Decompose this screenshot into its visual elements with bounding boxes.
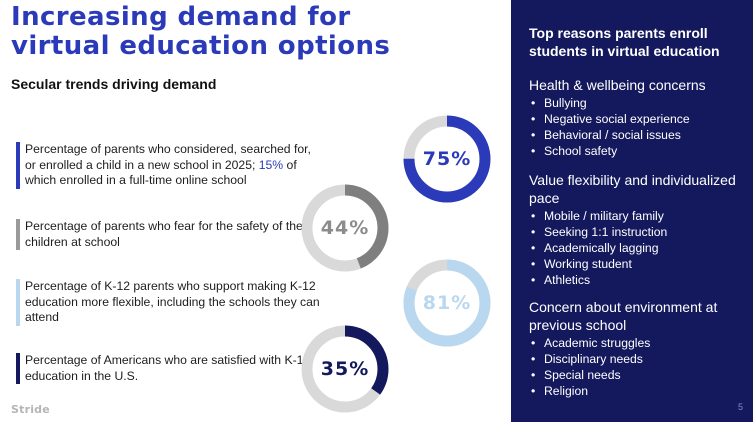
reason-group: Health & wellbeing concerns Bullying Neg… (529, 76, 753, 159)
list-item: Academically lagging (529, 240, 753, 256)
stat-item: Percentage of K-12 parents who support m… (16, 279, 325, 326)
reason-group: Value flexibility and individualized pac… (529, 171, 753, 288)
stat-item: Percentage of parents who fear for the s… (16, 219, 325, 250)
donut-value-arc (301, 184, 389, 272)
donut-value-arc (403, 115, 491, 203)
accent-bar (16, 279, 20, 326)
reason-group-heading: Health & wellbeing concerns (529, 77, 706, 93)
accent-bar (16, 353, 20, 384)
title-line-2: virtual education options (11, 31, 391, 61)
title-line-1: Increasing demand for (11, 2, 351, 32)
stat-text-continued: of which enrolled in a full-time online … (25, 157, 297, 188)
accent-bar (16, 142, 20, 189)
section-subtitle: Secular trends driving demand (11, 76, 217, 92)
stat-highlight: 15% (258, 157, 284, 172)
stat-text: Percentage of parents who considered, se… (25, 142, 311, 172)
reason-group-heading: Value flexibility and individualized pac… (529, 172, 736, 206)
list-item: Mobile / military family (529, 208, 753, 224)
donut-chart: 81% (403, 259, 491, 347)
reason-group-heading: Concern about environment at previous sc… (529, 299, 718, 333)
stat-text: Percentage of Americans who are satisfie… (25, 353, 311, 383)
accent-bar (16, 219, 20, 250)
page-number: 5 (737, 402, 743, 412)
donut-chart: 35% (301, 325, 389, 413)
list-item: Negative social experience (529, 111, 753, 127)
stat-item: Percentage of parents who considered, se… (16, 142, 325, 189)
donut-value-arc (301, 325, 389, 413)
panel-title: Top reasons parents enroll students in v… (529, 25, 720, 59)
stat-text: Percentage of K-12 parents who support m… (25, 279, 320, 324)
reason-list: Academic struggles Disciplinary needs Sp… (529, 335, 753, 399)
list-item: Special needs (529, 367, 753, 383)
list-item: Academic struggles (529, 335, 753, 351)
donut-chart: 44% (301, 184, 389, 272)
list-item: Working student (529, 256, 753, 272)
donut-percent-label: 35% (320, 358, 370, 380)
donut-percent-label: 44% (320, 217, 370, 239)
reasons-panel: Top reasons parents enroll students in v… (511, 0, 753, 422)
reason-list: Mobile / military family Seeking 1:1 ins… (529, 208, 753, 288)
reason-group: Concern about environment at previous sc… (529, 298, 753, 399)
list-item: Bullying (529, 95, 753, 111)
list-item: School safety (529, 143, 753, 159)
reason-list: Bullying Negative social experience Beha… (529, 95, 753, 159)
stat-item: Percentage of Americans who are satisfie… (16, 353, 325, 384)
donut-percent-label: 81% (422, 292, 472, 314)
list-item: Athletics (529, 272, 753, 288)
list-item: Religion (529, 383, 753, 399)
donut-value-arc (403, 259, 491, 347)
stride-logo: Stride (11, 403, 50, 416)
list-item: Behavioral / social issues (529, 127, 753, 143)
donut-percent-label: 75% (422, 148, 472, 170)
list-item: Disciplinary needs (529, 351, 753, 367)
donut-chart: 75% (403, 115, 491, 203)
stat-text: Percentage of parents who fear for the s… (25, 219, 310, 249)
page-title: Increasing demand for virtual education … (11, 3, 501, 61)
list-item: Seeking 1:1 instruction (529, 224, 753, 240)
